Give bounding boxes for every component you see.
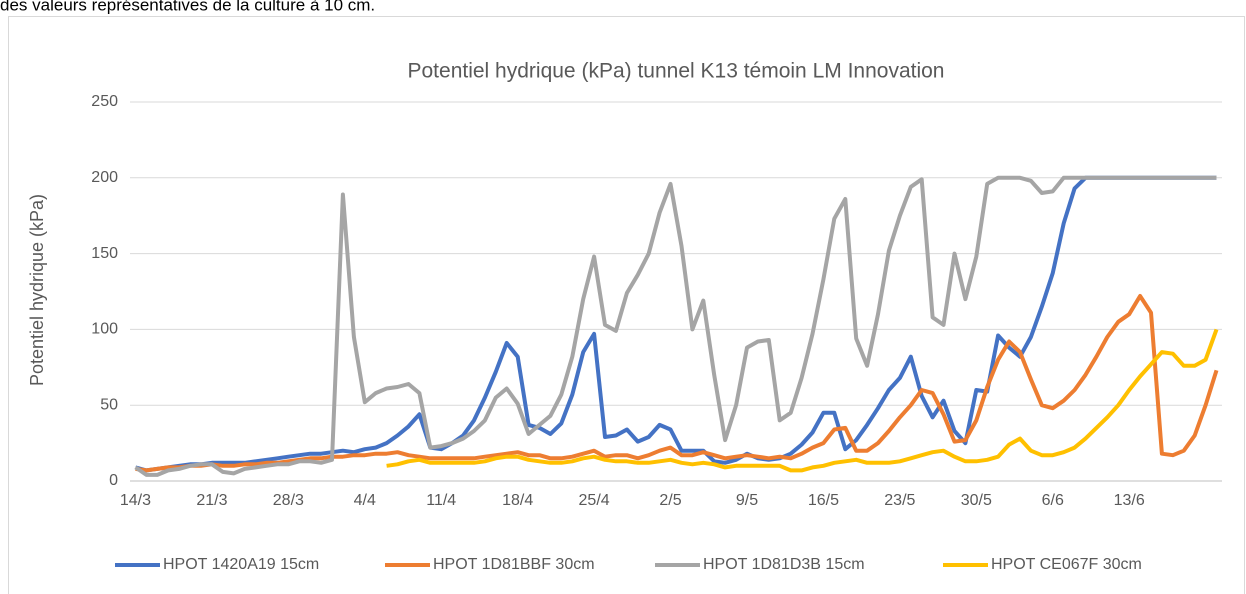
legend-label: HPOT 1D81D3B 15cm: [703, 556, 865, 573]
x-tick-label: 21/3: [196, 492, 227, 509]
y-tick-label: 250: [91, 93, 118, 110]
x-tick-label: 16/5: [808, 492, 839, 509]
x-tick-label: 9/5: [736, 492, 758, 509]
x-tick-label: 6/6: [1042, 492, 1064, 509]
y-tick-label: 200: [91, 169, 118, 186]
x-tick-label: 2/5: [659, 492, 681, 509]
series-line: [134, 175, 1217, 473]
legend-label: HPOT 1D81BBF 30cm: [433, 556, 595, 573]
x-tick-label: 23/5: [884, 492, 915, 509]
x-tick-label: 14/3: [120, 492, 151, 509]
series-line: [135, 294, 1219, 473]
x-tick-label: 18/4: [502, 492, 533, 509]
x-tick-label: 11/4: [426, 492, 456, 509]
series-line: [134, 175, 1217, 477]
x-tick-label: 30/5: [961, 492, 992, 509]
x-tick-label: 4/4: [354, 492, 376, 509]
chart-title: Potentiel hydrique (kPa) tunnel K13 témo…: [408, 60, 945, 83]
x-tick-label: 28/3: [273, 492, 304, 509]
y-tick-label: 100: [91, 321, 118, 338]
chart-frame: [8, 16, 1245, 594]
x-tick-label: 13/6: [1114, 492, 1145, 509]
legend-label: HPOT 1420A19 15cm: [163, 556, 319, 573]
intro-text: des valeurs représentatives de la cultur…: [0, 0, 375, 14]
legend-label: HPOT CE067F 30cm: [991, 556, 1142, 573]
y-axis-label: Potentiel hydrique (kPa): [27, 194, 47, 386]
y-tick-label: 0: [109, 472, 118, 489]
series-line: [386, 328, 1219, 473]
y-tick-label: 150: [91, 245, 118, 262]
y-tick-label: 50: [100, 396, 118, 413]
x-tick-label: 25/4: [579, 492, 610, 509]
